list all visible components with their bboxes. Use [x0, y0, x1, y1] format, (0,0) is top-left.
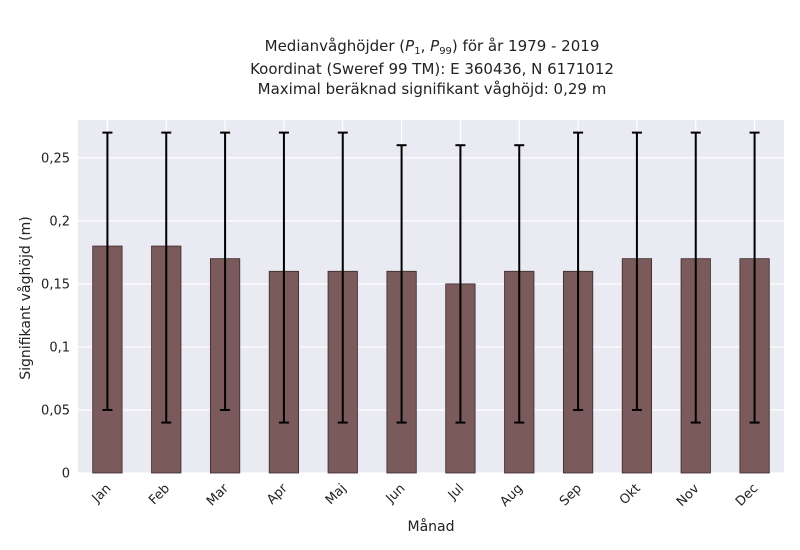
error-bar-nov [690, 131, 701, 424]
x-tick-label: Apr [264, 481, 291, 508]
y-axis-label: Signifikant våghöjd (m) [17, 216, 34, 379]
chart-title-line-2: Koordinat (Sweref 99 TM): E 360436, N 61… [250, 60, 614, 78]
error-bar-jun [396, 144, 407, 424]
y-tick-label: 0,25 [41, 151, 70, 166]
x-tick-label: Mar [204, 481, 232, 509]
y-axis-ticks: 0 0,05 0,1 0,15 0,2 0,25 [41, 151, 70, 481]
x-tick-label: Jun [383, 481, 409, 507]
x-axis-label: Månad [408, 518, 455, 535]
error-bar-aug [514, 144, 525, 424]
y-tick-label: 0,05 [41, 403, 70, 418]
x-axis-ticks: Jan Feb Mar Apr Maj Jun Jul Aug Sep Okt Nov Dec [89, 481, 762, 510]
x-tick-label: Jan [89, 481, 114, 506]
error-bar-mar [220, 131, 231, 411]
x-tick-label: Feb [146, 481, 173, 508]
y-tick-label: 0,15 [41, 277, 70, 292]
error-bar-apr [278, 131, 289, 424]
error-bars [102, 131, 760, 424]
x-tick-label: Sep [557, 481, 585, 509]
chart-title-line-3: Maximal beräknad signifikant våghöjd: 0,… [258, 80, 607, 98]
chart-title-line-1: Medianvåghöjder (P1, P99) för år 1979 - … [265, 37, 600, 57]
x-tick-label: Aug [498, 481, 527, 510]
y-tick-label: 0 [62, 467, 70, 482]
error-bar-jan [102, 131, 113, 411]
error-bar-sep [573, 131, 584, 411]
x-tick-label: Nov [674, 481, 703, 510]
x-tick-label: Maj [323, 481, 350, 508]
x-tick-label: Dec [733, 481, 761, 509]
plot-area [78, 120, 784, 473]
error-bar-jul [455, 144, 466, 424]
error-bar-dec [749, 131, 760, 424]
error-bar-feb [161, 131, 172, 424]
y-tick-label: 0,1 [49, 340, 70, 355]
error-bar-maj [337, 131, 348, 424]
chart-title: Medianvåghöjder (P1, P99) för år 1979 - … [250, 37, 614, 98]
x-tick-label: Okt [617, 481, 644, 508]
y-tick-label: 0,2 [49, 214, 70, 229]
error-bar-okt [631, 131, 642, 411]
x-tick-label: Jul [445, 481, 467, 503]
